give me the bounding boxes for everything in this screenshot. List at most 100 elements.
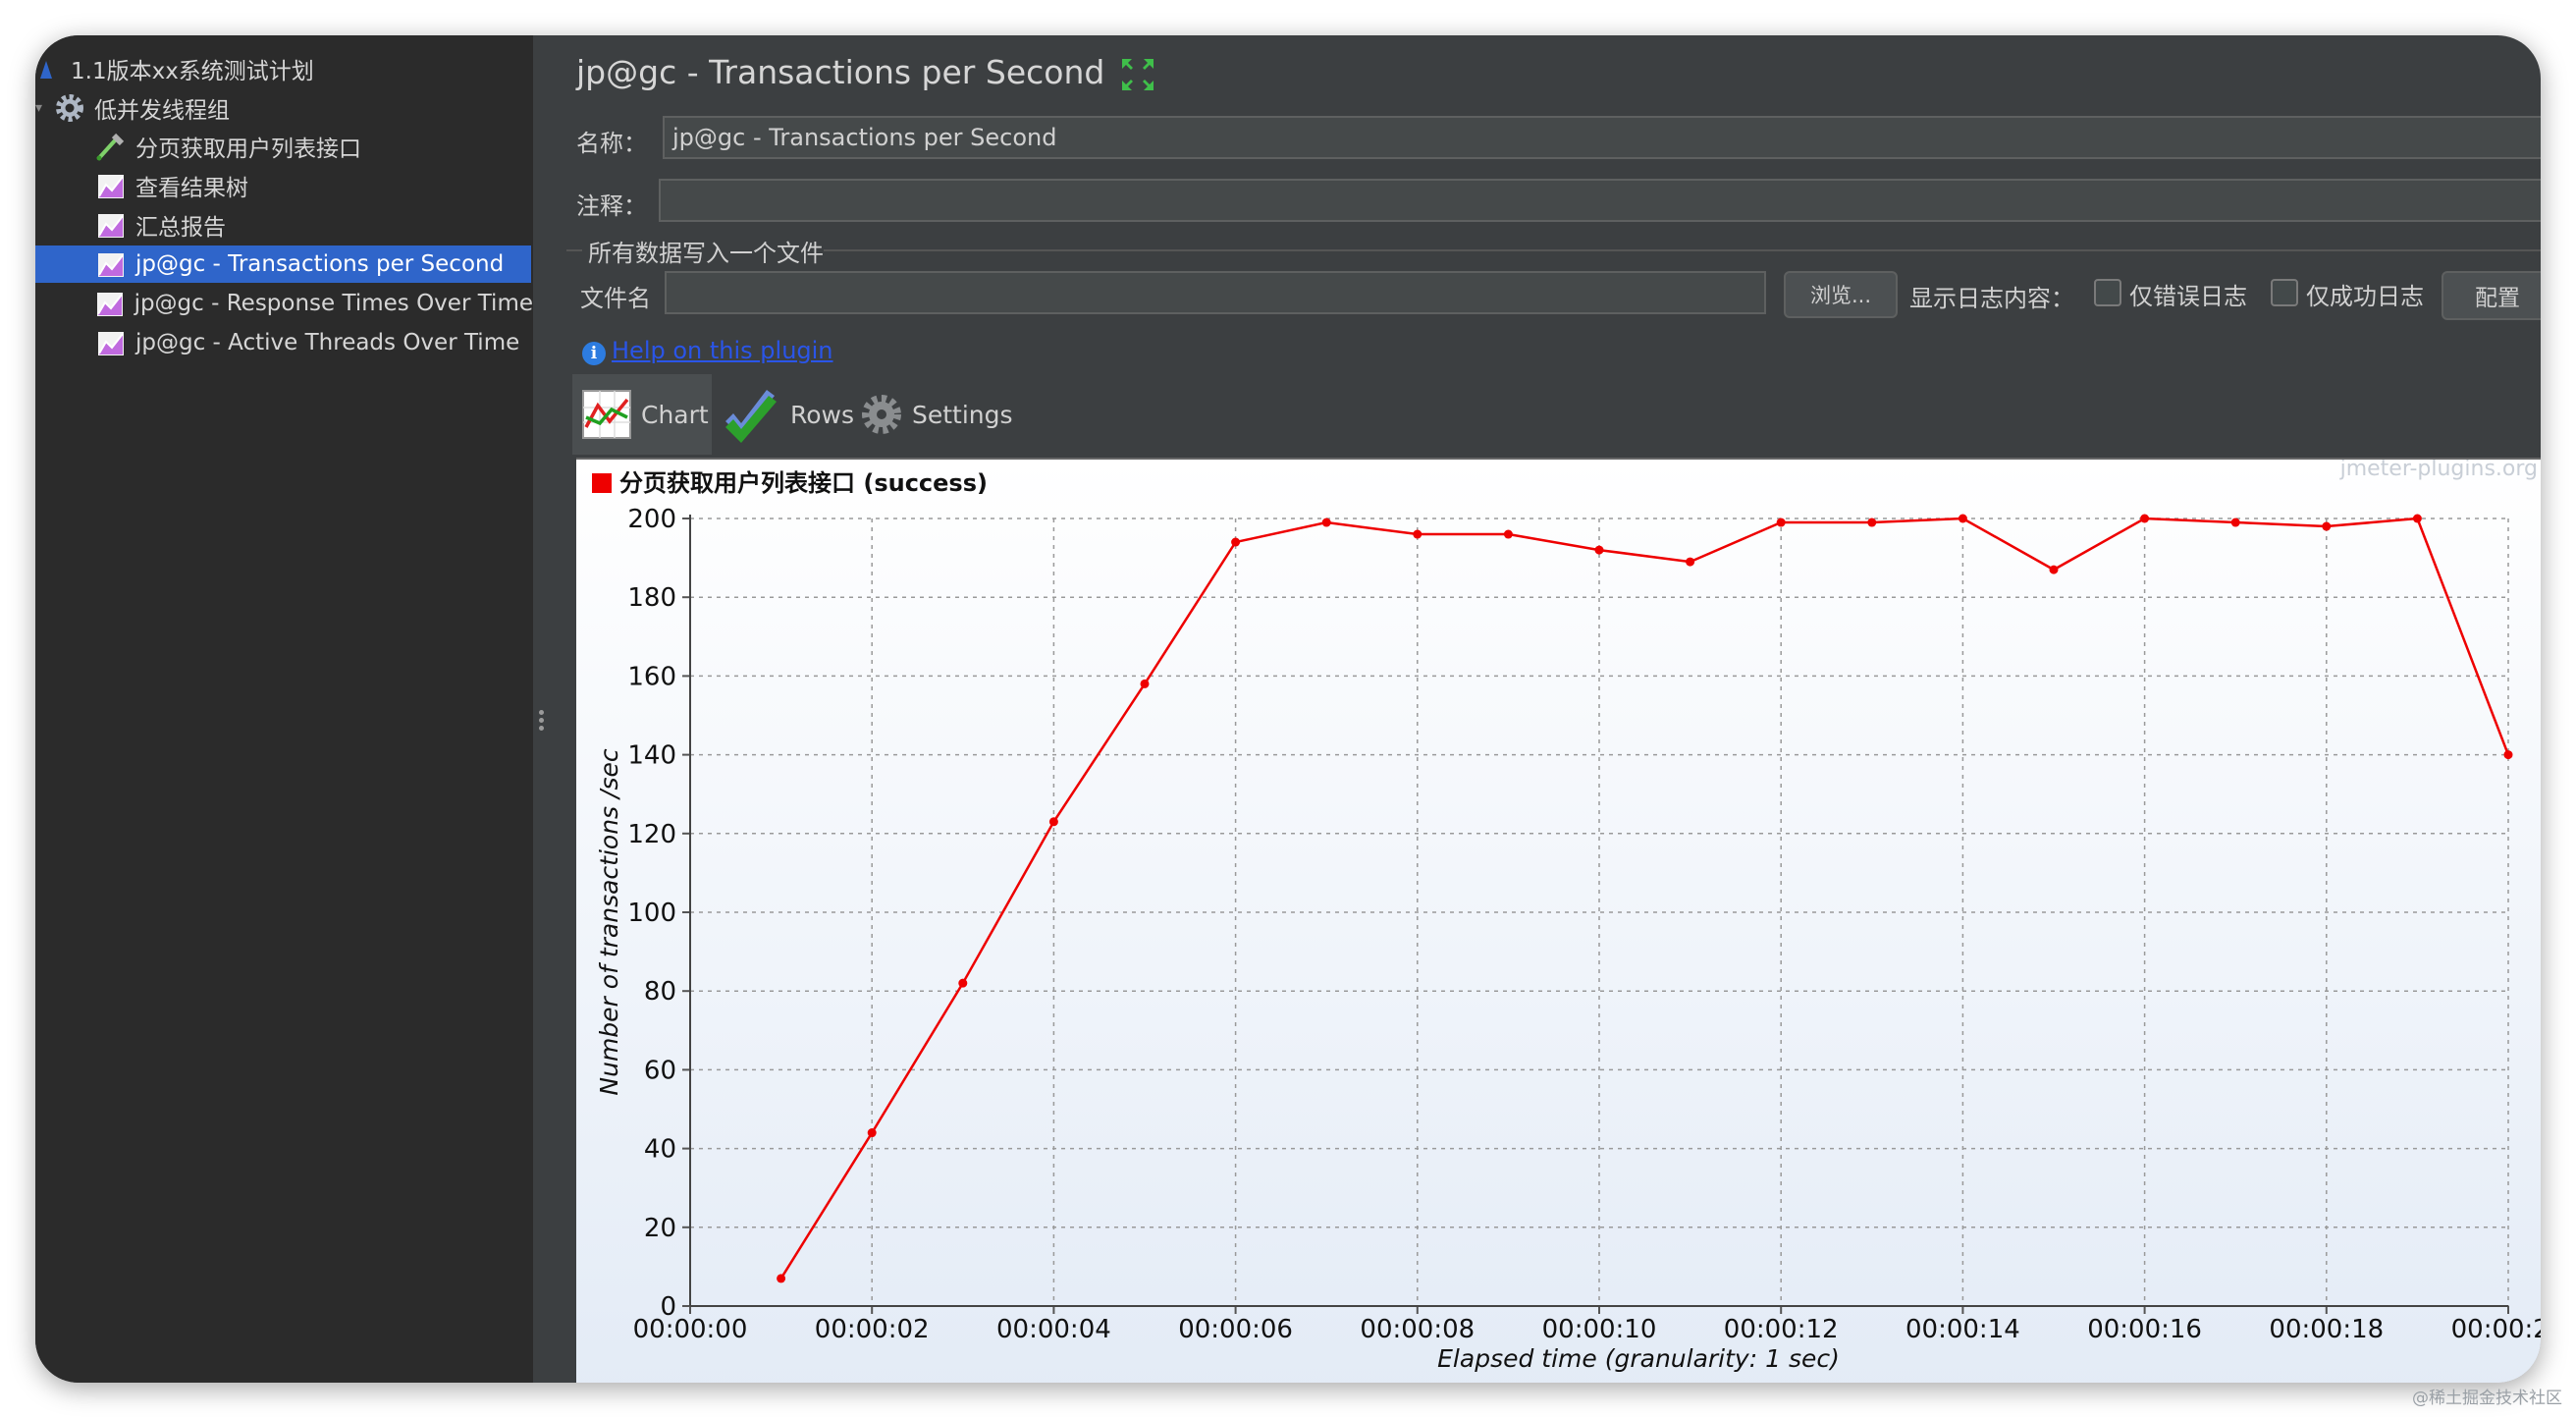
x-tick-label: 00:00:02 xyxy=(815,1315,930,1344)
x-tick-label: 00:00:08 xyxy=(1360,1315,1475,1344)
x-tick-label: 00:00:12 xyxy=(1724,1315,1839,1344)
series-line xyxy=(779,517,2510,1280)
success-only-checkbox[interactable] xyxy=(2271,279,2298,306)
x-tick-label: 00:00:04 xyxy=(996,1315,1111,1344)
tab-settings[interactable]: Settings xyxy=(859,374,1026,455)
data-point xyxy=(1321,518,1331,527)
tree-item-label: jp@gc - Active Threads Over Time xyxy=(135,330,520,355)
split-pane-divider[interactable] xyxy=(533,35,561,1383)
tab-rows[interactable]: Rows xyxy=(712,374,859,455)
y-tick-label: 200 xyxy=(627,505,676,534)
data-point xyxy=(1594,545,1604,555)
data-point xyxy=(1686,557,1695,567)
data-point xyxy=(2230,518,2240,527)
chart-watermark: jmeter-plugins.org xyxy=(2339,460,2538,481)
y-tick-label: 140 xyxy=(627,741,676,771)
data-point xyxy=(2049,565,2059,574)
listener-config-panel: jp@gc - Transactions per Second 名称： jp@g… xyxy=(561,35,2541,1383)
tab-label: Chart xyxy=(641,400,709,429)
x-tick-label: 00:00:20 xyxy=(2451,1315,2541,1344)
x-tick-label: 00:00:14 xyxy=(1905,1315,2020,1344)
configure-button[interactable]: 配置 xyxy=(2442,271,2541,320)
filename-field[interactable] xyxy=(665,271,1766,314)
tab-label: Settings xyxy=(912,400,1013,429)
y-axis-label: Number of transactions /sec xyxy=(595,748,623,1095)
tree-expander-icon[interactable]: ▾ xyxy=(35,100,43,116)
x-tick-label: 00:00:06 xyxy=(1178,1315,1293,1344)
comment-label: 注释： xyxy=(576,192,647,220)
listener-chart-icon xyxy=(94,287,127,320)
tree-item-http-sampler[interactable]: 分页获取用户列表接口 xyxy=(94,128,533,165)
listener-chart-icon xyxy=(94,208,128,242)
tree-item-label: 查看结果树 xyxy=(135,176,248,201)
tree-item-response-times[interactable]: jp@gc - Response Times Over Time xyxy=(94,285,533,322)
site-watermark: @稀土掘金技术社区 xyxy=(2412,1389,2562,1408)
tree-item-label: 汇总报告 xyxy=(135,215,226,241)
tab-label: Rows xyxy=(790,400,855,429)
tab-chart[interactable]: Chart xyxy=(572,374,712,455)
jmeter-window: 1.1版本xx系统测试计划 ▾ 低并发线程组 分页获取用户列表接口 查 xyxy=(35,35,2541,1383)
data-point xyxy=(2140,514,2150,523)
data-point xyxy=(1776,518,1786,527)
name-field[interactable]: jp@gc - Transactions per Second xyxy=(663,116,2541,159)
data-point xyxy=(2503,750,2513,760)
x-tick-label: 00:00:18 xyxy=(2269,1315,2384,1344)
tree-item-label: jp@gc - Response Times Over Time xyxy=(134,291,533,316)
filename-label: 文件名 xyxy=(580,285,651,312)
section-border xyxy=(566,249,582,251)
tree-item-active-threads[interactable]: jp@gc - Active Threads Over Time xyxy=(94,324,533,361)
panel-title: jp@gc - Transactions per Second xyxy=(576,53,1105,91)
data-point xyxy=(1503,529,1513,539)
listener-chart-icon xyxy=(94,326,128,359)
checkmark-icon xyxy=(720,384,780,445)
x-tick-label: 00:00:10 xyxy=(1542,1315,1657,1344)
gear-icon xyxy=(859,392,904,437)
file-section-label: 所有数据写入一个文件 xyxy=(588,240,824,267)
y-tick-label: 120 xyxy=(627,820,676,849)
tree-item-label: jp@gc - Transactions per Second xyxy=(135,251,505,277)
data-point xyxy=(2412,514,2422,523)
data-point xyxy=(1231,537,1241,547)
y-tick-label: 180 xyxy=(627,583,676,613)
y-tick-label: 0 xyxy=(660,1292,676,1322)
thread-group-gear-icon xyxy=(53,91,86,125)
name-label: 名称： xyxy=(576,130,647,157)
data-point xyxy=(1048,817,1058,827)
comment-field[interactable] xyxy=(659,179,2541,222)
chart-area: 0 20 40 60 80 100 120 140 160 180 200 00:00:00 00:00… xyxy=(576,457,2541,1383)
tree-item-view-results-tree[interactable]: 查看结果树 xyxy=(94,167,533,204)
y-tick-label: 20 xyxy=(644,1214,676,1243)
legend-swatch xyxy=(592,473,612,493)
errors-only-checkbox[interactable] xyxy=(2094,279,2121,306)
y-tick-label: 40 xyxy=(644,1135,676,1165)
expand-arrows-icon[interactable] xyxy=(1118,55,1157,94)
browse-button[interactable]: 浏览... xyxy=(1784,271,1898,318)
http-sampler-pipette-icon xyxy=(94,130,128,163)
data-point xyxy=(1140,679,1150,688)
test-plan-tree[interactable]: 1.1版本xx系统测试计划 ▾ 低并发线程组 分页获取用户列表接口 查 xyxy=(35,35,536,1383)
data-point xyxy=(958,978,968,988)
data-point xyxy=(1958,514,1967,523)
y-tick-label: 80 xyxy=(644,977,676,1007)
tree-item-label: 低并发线程组 xyxy=(94,98,230,124)
legend-label: 分页获取用户列表接口 (success) xyxy=(619,469,988,497)
x-tick-label: 00:00:16 xyxy=(2087,1315,2202,1344)
data-point xyxy=(1413,529,1422,539)
split-pane-grip-icon[interactable] xyxy=(539,707,545,734)
y-tick-label: 60 xyxy=(644,1056,676,1085)
tree-item-label: 1.1版本xx系统测试计划 xyxy=(71,59,314,84)
help-link[interactable]: Help on this plugin xyxy=(612,337,833,364)
tree-item-label: 分页获取用户列表接口 xyxy=(135,136,361,162)
data-point xyxy=(867,1128,877,1138)
listener-chart-icon xyxy=(94,247,128,281)
y-tick-label: 160 xyxy=(627,662,676,691)
y-tick-label: 100 xyxy=(627,899,676,928)
x-axis-label: Elapsed time (granularity: 1 sec) xyxy=(1437,1344,1840,1373)
chart-background xyxy=(576,460,2541,1383)
tree-item-summary-report[interactable]: 汇总报告 xyxy=(94,206,533,244)
tree-item-test-plan[interactable]: 1.1版本xx系统测试计划 xyxy=(35,50,533,87)
tree-item-transactions-per-second[interactable]: jp@gc - Transactions per Second xyxy=(35,245,531,283)
x-tick-label: 00:00:00 xyxy=(633,1315,748,1344)
tree-item-thread-group[interactable]: ▾ 低并发线程组 xyxy=(35,89,533,127)
tps-chart: 0 20 40 60 80 100 120 140 160 180 200 00:00:00 00:00… xyxy=(576,457,2541,1383)
